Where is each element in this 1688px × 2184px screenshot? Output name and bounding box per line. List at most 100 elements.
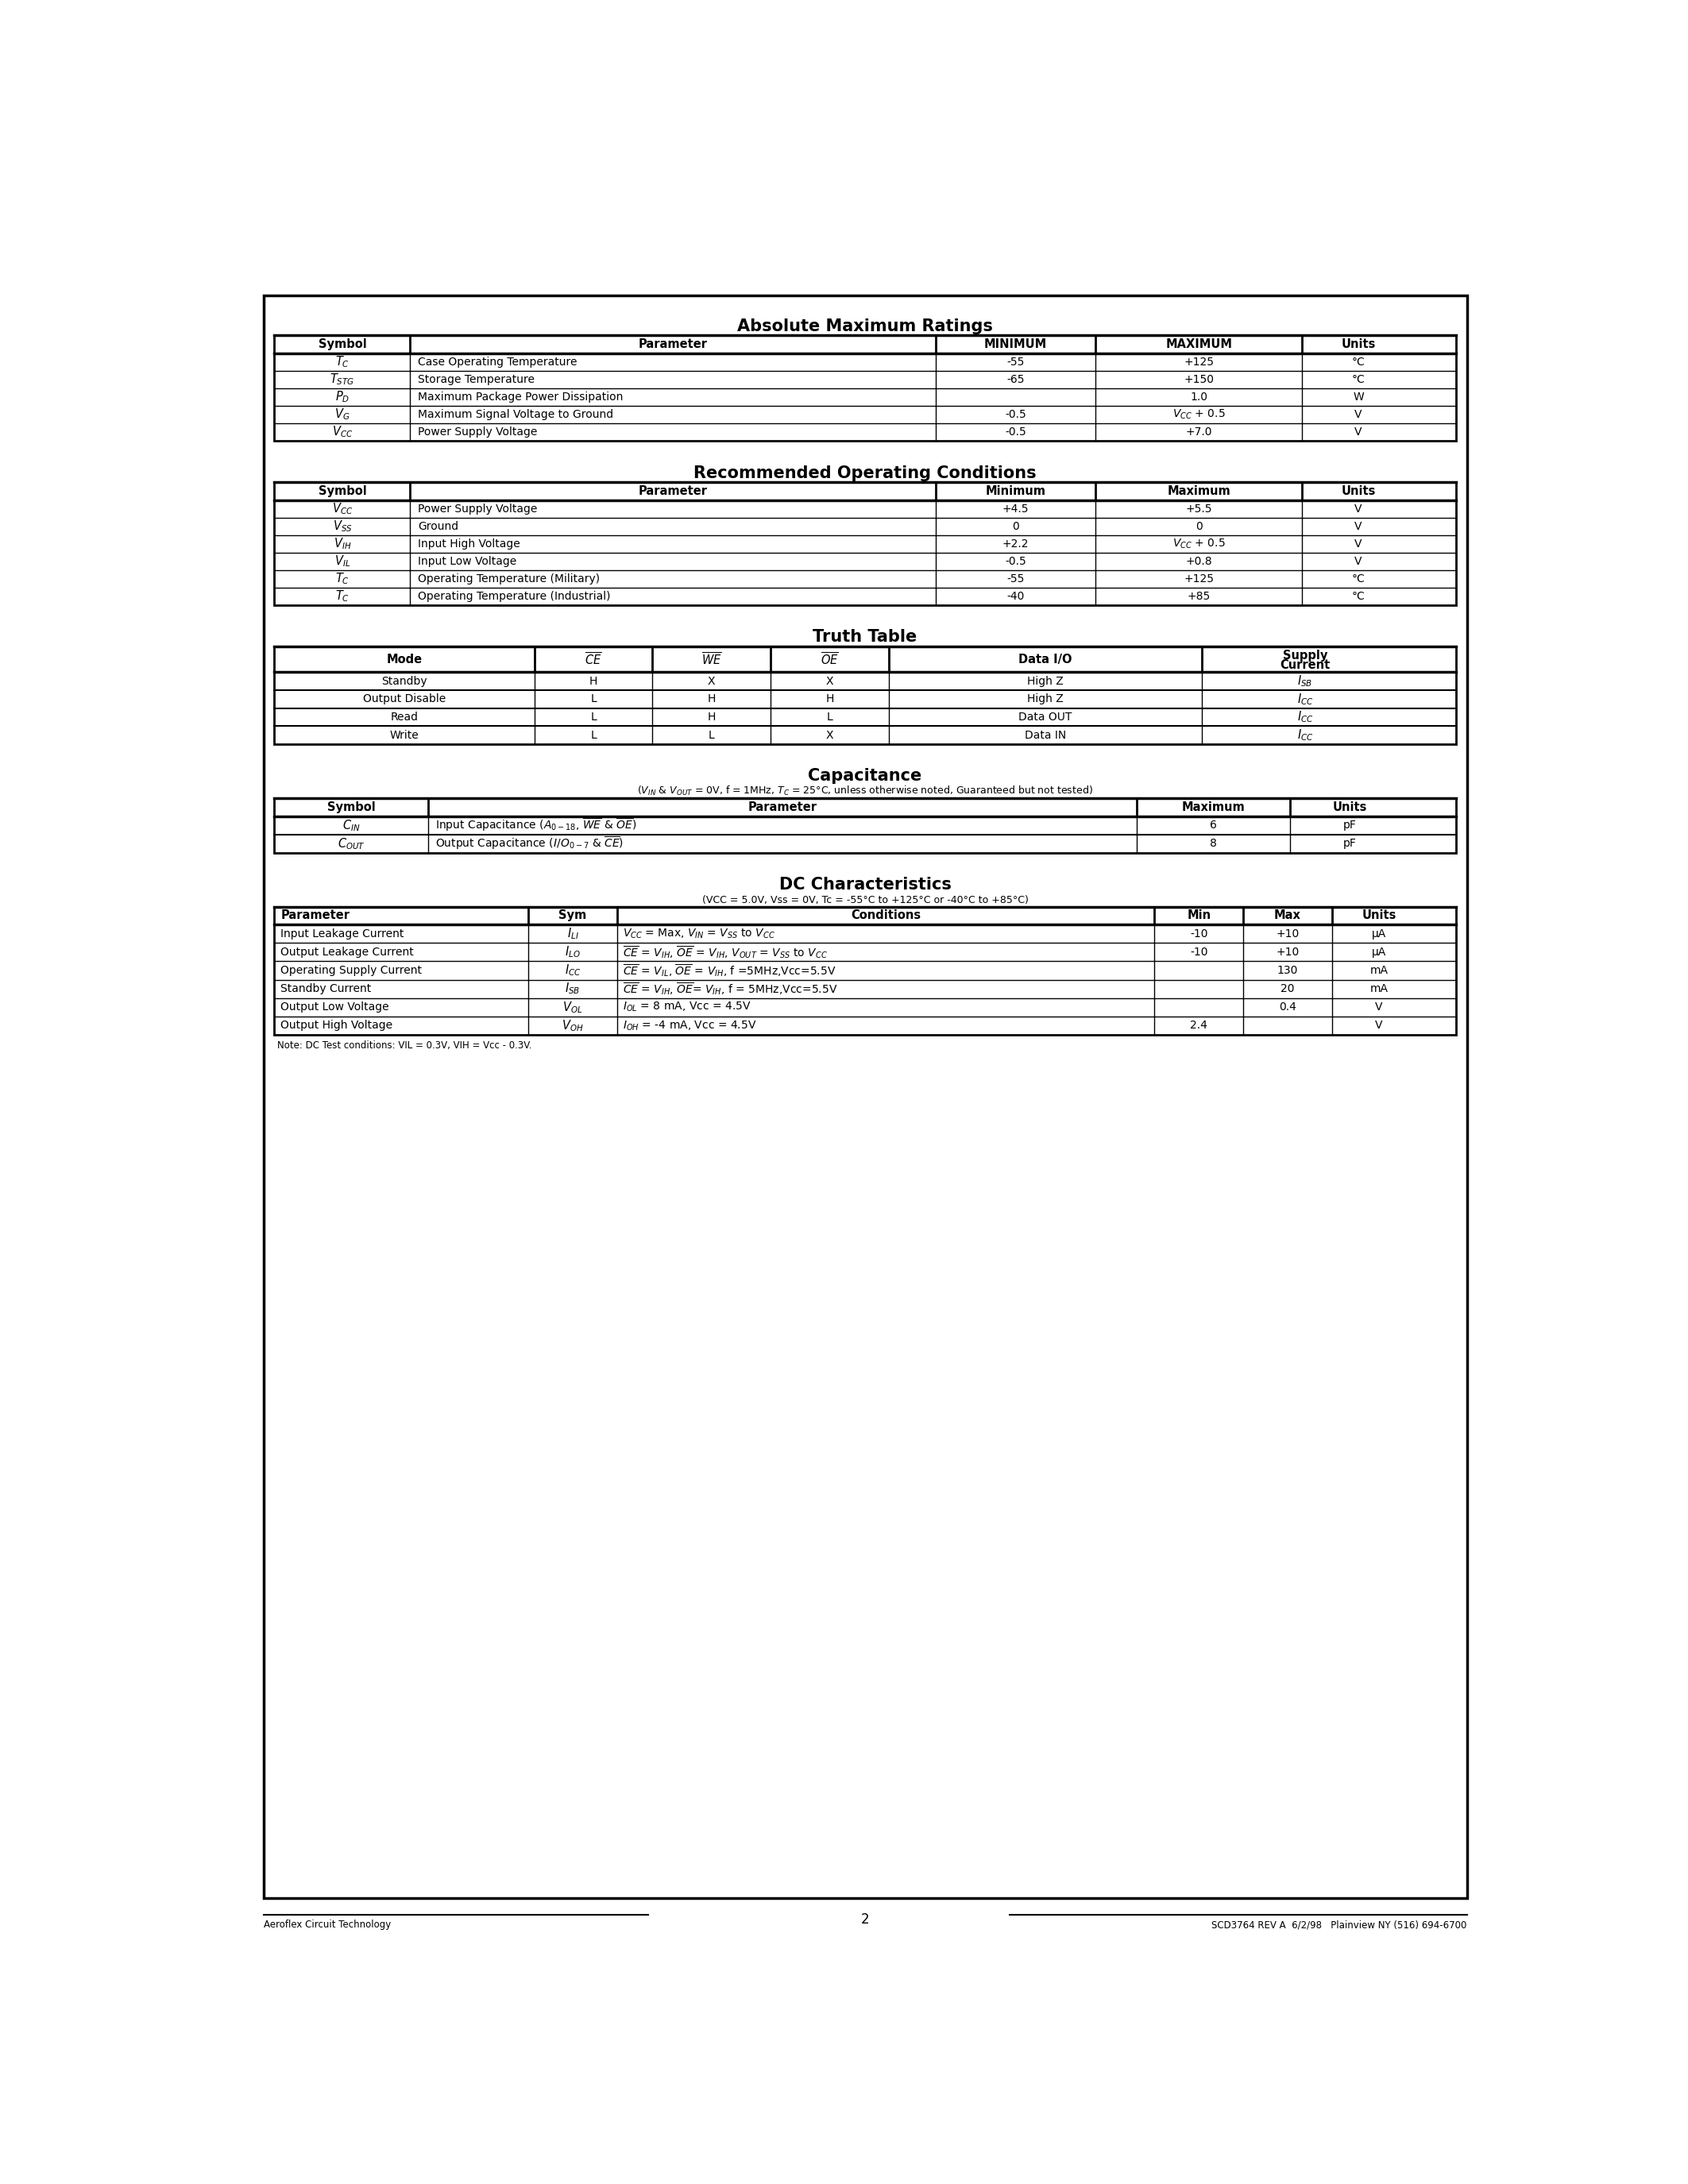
Text: -0.5: -0.5 (1004, 426, 1026, 437)
Text: Parameter: Parameter (280, 911, 349, 922)
Text: Units: Units (1332, 802, 1367, 812)
Text: $V_{IL}$: $V_{IL}$ (334, 555, 351, 568)
Text: 8: 8 (1210, 839, 1217, 850)
Text: 6: 6 (1210, 819, 1217, 830)
Text: $V_{CC}$ + 0.5: $V_{CC}$ + 0.5 (1173, 537, 1225, 550)
Text: H: H (825, 695, 834, 705)
Text: Mode: Mode (387, 653, 422, 666)
Text: -55: -55 (1006, 356, 1025, 367)
Text: $\overline{CE}$ = $V_{IH}$, $\overline{OE}$= $V_{IH}$, f = 5MHz,Vcc=5.5V: $\overline{CE}$ = $V_{IH}$, $\overline{O… (623, 981, 837, 996)
Text: V: V (1354, 520, 1362, 533)
Text: °C: °C (1352, 590, 1366, 601)
Text: $V_{OH}$: $V_{OH}$ (562, 1018, 584, 1033)
Bar (275, 336, 1455, 441)
Text: $\overline{CE}$ = $V_{IL}$, $\overline{OE}$ = $V_{IH}$, f =5MHz,Vcc=5.5V: $\overline{CE}$ = $V_{IL}$, $\overline{O… (623, 963, 837, 978)
Text: Input Low Voltage: Input Low Voltage (417, 555, 517, 568)
Text: $P_D$: $P_D$ (336, 389, 349, 404)
Text: Maximum Package Power Dissipation: Maximum Package Power Dissipation (417, 391, 623, 402)
Text: $C_{IN}$: $C_{IN}$ (343, 817, 360, 832)
Text: Units: Units (1340, 485, 1376, 498)
Text: Symbol: Symbol (327, 802, 375, 812)
Text: +10: +10 (1276, 928, 1300, 939)
Text: Standby: Standby (381, 675, 427, 686)
Text: pF: pF (1342, 819, 1355, 830)
Text: Maximum: Maximum (1166, 485, 1231, 498)
Text: Output Capacitance ($I/O_{0-7}$ & $\overline{CE}$): Output Capacitance ($I/O_{0-7}$ & $\over… (436, 836, 623, 852)
Text: $I_{LO}$: $I_{LO}$ (565, 946, 581, 959)
Text: +85: +85 (1187, 590, 1210, 601)
Text: Aeroflex Circuit Technology: Aeroflex Circuit Technology (263, 1920, 390, 1931)
Text: $I_{CC}$: $I_{CC}$ (1296, 710, 1313, 725)
Text: $V_{CC}$ = Max, $V_{IN}$ = $V_{SS}$ to $V_{CC}$: $V_{CC}$ = Max, $V_{IN}$ = $V_{SS}$ to $… (623, 928, 775, 941)
Text: -10: -10 (1190, 946, 1209, 959)
Text: Operating Temperature (Industrial): Operating Temperature (Industrial) (417, 590, 611, 601)
Text: $\overline{CE}$: $\overline{CE}$ (584, 651, 603, 668)
Text: V: V (1354, 408, 1362, 419)
Text: H: H (707, 695, 716, 705)
Text: DC Characteristics: DC Characteristics (778, 876, 952, 893)
Text: Parameter: Parameter (748, 802, 817, 812)
Text: 2: 2 (861, 1913, 869, 1926)
Text: $\overline{OE}$: $\overline{OE}$ (820, 651, 839, 668)
Text: +125: +125 (1183, 356, 1214, 367)
Text: Maximum Signal Voltage to Ground: Maximum Signal Voltage to Ground (417, 408, 613, 419)
Text: $\overline{CE}$ = $V_{IH}$, $\overline{OE}$ = $V_{IH}$, $V_{OUT}$ = $V_{SS}$ to : $\overline{CE}$ = $V_{IH}$, $\overline{O… (623, 943, 829, 961)
Text: Read: Read (390, 712, 419, 723)
Text: Write: Write (390, 729, 419, 740)
Text: Data IN: Data IN (1025, 729, 1067, 740)
Text: Symbol: Symbol (319, 339, 366, 349)
Text: Parameter: Parameter (638, 339, 707, 349)
Text: -55: -55 (1006, 572, 1025, 585)
Text: $T_C$: $T_C$ (336, 572, 349, 585)
Text: Recommended Operating Conditions: Recommended Operating Conditions (694, 465, 1036, 480)
Text: V: V (1354, 426, 1362, 437)
Bar (275, 646, 1455, 745)
Text: $V_{IH}$: $V_{IH}$ (334, 537, 351, 550)
Text: °C: °C (1352, 373, 1366, 384)
Text: mA: mA (1371, 965, 1388, 976)
Text: V: V (1376, 1002, 1382, 1013)
Text: L: L (591, 695, 596, 705)
Text: mA: mA (1371, 983, 1388, 994)
Text: +150: +150 (1183, 373, 1214, 384)
Text: $I_{CC}$: $I_{CC}$ (1296, 727, 1313, 743)
Text: Output Disable: Output Disable (363, 695, 446, 705)
Text: W: W (1352, 391, 1364, 402)
Text: X: X (707, 675, 716, 686)
Text: +2.2: +2.2 (1003, 537, 1030, 550)
Text: $I_{OL}$ = 8 mA, Vcc = 4.5V: $I_{OL}$ = 8 mA, Vcc = 4.5V (623, 1000, 751, 1013)
Text: L: L (709, 729, 714, 740)
Text: Units: Units (1362, 911, 1396, 922)
Text: $\overline{WE}$: $\overline{WE}$ (701, 651, 722, 668)
Text: Power Supply Voltage: Power Supply Voltage (417, 505, 537, 515)
Text: +7.0: +7.0 (1185, 426, 1212, 437)
Text: $V_{CC}$ + 0.5: $V_{CC}$ + 0.5 (1173, 408, 1225, 422)
Text: X: X (825, 729, 834, 740)
Text: Data OUT: Data OUT (1018, 712, 1072, 723)
Text: $I_{OH}$ = -4 mA, Vcc = 4.5V: $I_{OH}$ = -4 mA, Vcc = 4.5V (623, 1020, 758, 1033)
Text: Current: Current (1280, 660, 1330, 670)
Text: $V_{SS}$: $V_{SS}$ (333, 520, 353, 533)
Text: Operating Supply Current: Operating Supply Current (280, 965, 422, 976)
Text: $V_G$: $V_G$ (334, 406, 349, 422)
Text: Input High Voltage: Input High Voltage (417, 537, 520, 550)
Text: -0.5: -0.5 (1004, 408, 1026, 419)
Text: +10: +10 (1276, 946, 1300, 959)
Text: Capacitance: Capacitance (809, 769, 922, 784)
Text: $V_{OL}$: $V_{OL}$ (562, 1000, 582, 1016)
Text: Minimum: Minimum (986, 485, 1047, 498)
Text: ($V_{IN}$ & $V_{OUT}$ = 0V, f = 1MHz, $T_C$ = 25°C, unless otherwise noted, Guar: ($V_{IN}$ & $V_{OUT}$ = 0V, f = 1MHz, $T… (636, 784, 1094, 797)
Text: L: L (591, 729, 596, 740)
Text: Parameter: Parameter (638, 485, 707, 498)
Text: High Z: High Z (1026, 695, 1063, 705)
Text: (VCC = 5.0V, Vss = 0V, Tc = -55°C to +125°C or -40°C to +85°C): (VCC = 5.0V, Vss = 0V, Tc = -55°C to +12… (702, 895, 1028, 904)
Text: V: V (1354, 555, 1362, 568)
Text: $V_{CC}$: $V_{CC}$ (333, 502, 353, 515)
Text: H: H (707, 712, 716, 723)
Text: Sym: Sym (559, 911, 587, 922)
Text: L: L (827, 712, 832, 723)
Text: Note: DC Test conditions: VIL = 0.3V, VIH = Vcc - 0.3V.: Note: DC Test conditions: VIL = 0.3V, VI… (277, 1040, 532, 1051)
Text: +5.5: +5.5 (1185, 505, 1212, 515)
Text: $I_{LI}$: $I_{LI}$ (567, 926, 579, 941)
Text: $V_{CC}$: $V_{CC}$ (333, 424, 353, 439)
